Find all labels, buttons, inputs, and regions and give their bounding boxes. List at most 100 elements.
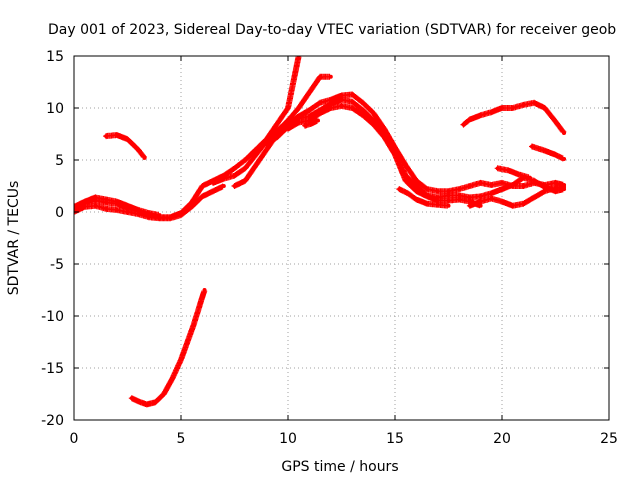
data-point [517, 172, 522, 177]
data-point [307, 108, 312, 113]
data-point [500, 199, 504, 204]
data-point [510, 182, 515, 187]
data-point [318, 111, 323, 116]
data-point [189, 204, 194, 209]
data-point [360, 108, 365, 113]
data-point [253, 163, 258, 168]
y-tick-label: 5 [55, 153, 64, 169]
x-axis-label: GPS time / hours [281, 459, 398, 475]
x-tick-label: 15 [386, 431, 404, 447]
data-point [478, 194, 483, 199]
series-s4 [103, 132, 147, 160]
data-point [461, 122, 466, 127]
y-tick-label: -10 [41, 309, 64, 325]
data-point [114, 207, 119, 212]
y-tick-label: 0 [55, 205, 64, 221]
data-point [350, 99, 355, 104]
data-point [425, 201, 430, 206]
series-s5 [128, 288, 208, 408]
chart-title: Day 001 of 2023, Sidereal Day-to-day VTE… [48, 22, 616, 38]
data-point [446, 198, 451, 203]
y-tick-label: 10 [46, 101, 64, 117]
data-point [114, 199, 119, 204]
data-point [221, 176, 226, 181]
data-point [495, 166, 500, 171]
data-point [82, 199, 87, 204]
data-point [414, 189, 419, 194]
series-markers [529, 143, 566, 162]
data-point [82, 204, 87, 209]
data-point [264, 142, 269, 147]
series-s2 [74, 183, 226, 222]
data-point [457, 197, 462, 202]
data-point [510, 106, 515, 110]
data-point [161, 392, 166, 396]
data-point [529, 144, 534, 149]
data-point [478, 113, 483, 118]
series-markers [494, 165, 532, 181]
data-point [467, 203, 472, 208]
y-tick-label: -20 [41, 413, 64, 429]
data-point [125, 210, 130, 214]
data-point [542, 106, 547, 110]
data-point [286, 126, 290, 131]
data-point [350, 106, 355, 110]
data-point [191, 322, 196, 327]
data-point [275, 121, 280, 126]
data-point [393, 152, 397, 157]
data-point [286, 106, 290, 110]
series-s14 [529, 143, 567, 162]
data-point [232, 166, 237, 171]
data-point [521, 201, 526, 206]
data-point [435, 198, 440, 203]
data-point [553, 119, 558, 124]
data-point [243, 178, 248, 183]
series-s13 [460, 99, 567, 135]
data-point [446, 189, 451, 194]
data-point [318, 100, 323, 105]
data-point [414, 197, 419, 202]
data-point [339, 103, 344, 108]
data-point [146, 211, 151, 216]
ticks: 0 5 10 15 20 25 -20 -15 -10 -5 0 5 10 15 [41, 49, 618, 447]
data-point [371, 111, 376, 116]
series-s15 [302, 118, 320, 129]
data-point [185, 340, 190, 344]
data-point [489, 191, 494, 196]
data-point [397, 187, 402, 192]
data-point [425, 187, 430, 192]
data-point [125, 203, 130, 208]
series-s11 [466, 184, 567, 209]
data-point [562, 185, 567, 190]
data-point [527, 175, 532, 180]
y-tick-label: -15 [41, 361, 64, 377]
data-point [553, 180, 558, 185]
data-point [318, 74, 323, 79]
plot-frame [73, 55, 610, 421]
grid [74, 56, 609, 420]
x-tick-label: 10 [279, 431, 297, 447]
data-point [478, 199, 483, 204]
data-point [168, 216, 173, 221]
data-point [553, 186, 558, 191]
data-point [232, 184, 237, 188]
data-point [296, 106, 301, 110]
data-point [202, 288, 207, 292]
data-point [532, 195, 537, 200]
data-point [303, 123, 308, 128]
data-point [371, 122, 376, 127]
data-point [264, 147, 269, 152]
y-tick-label: 15 [46, 49, 64, 65]
data-point [500, 106, 504, 110]
data-point [457, 193, 462, 198]
series-s12 [494, 165, 532, 181]
data-point [275, 135, 280, 140]
data-point [500, 187, 504, 192]
data-point [104, 197, 109, 202]
data-point [157, 213, 162, 218]
data-point [200, 184, 205, 188]
series-s7 [231, 91, 567, 195]
data-point [198, 301, 203, 306]
data-point [114, 133, 119, 138]
data-point [307, 90, 312, 95]
